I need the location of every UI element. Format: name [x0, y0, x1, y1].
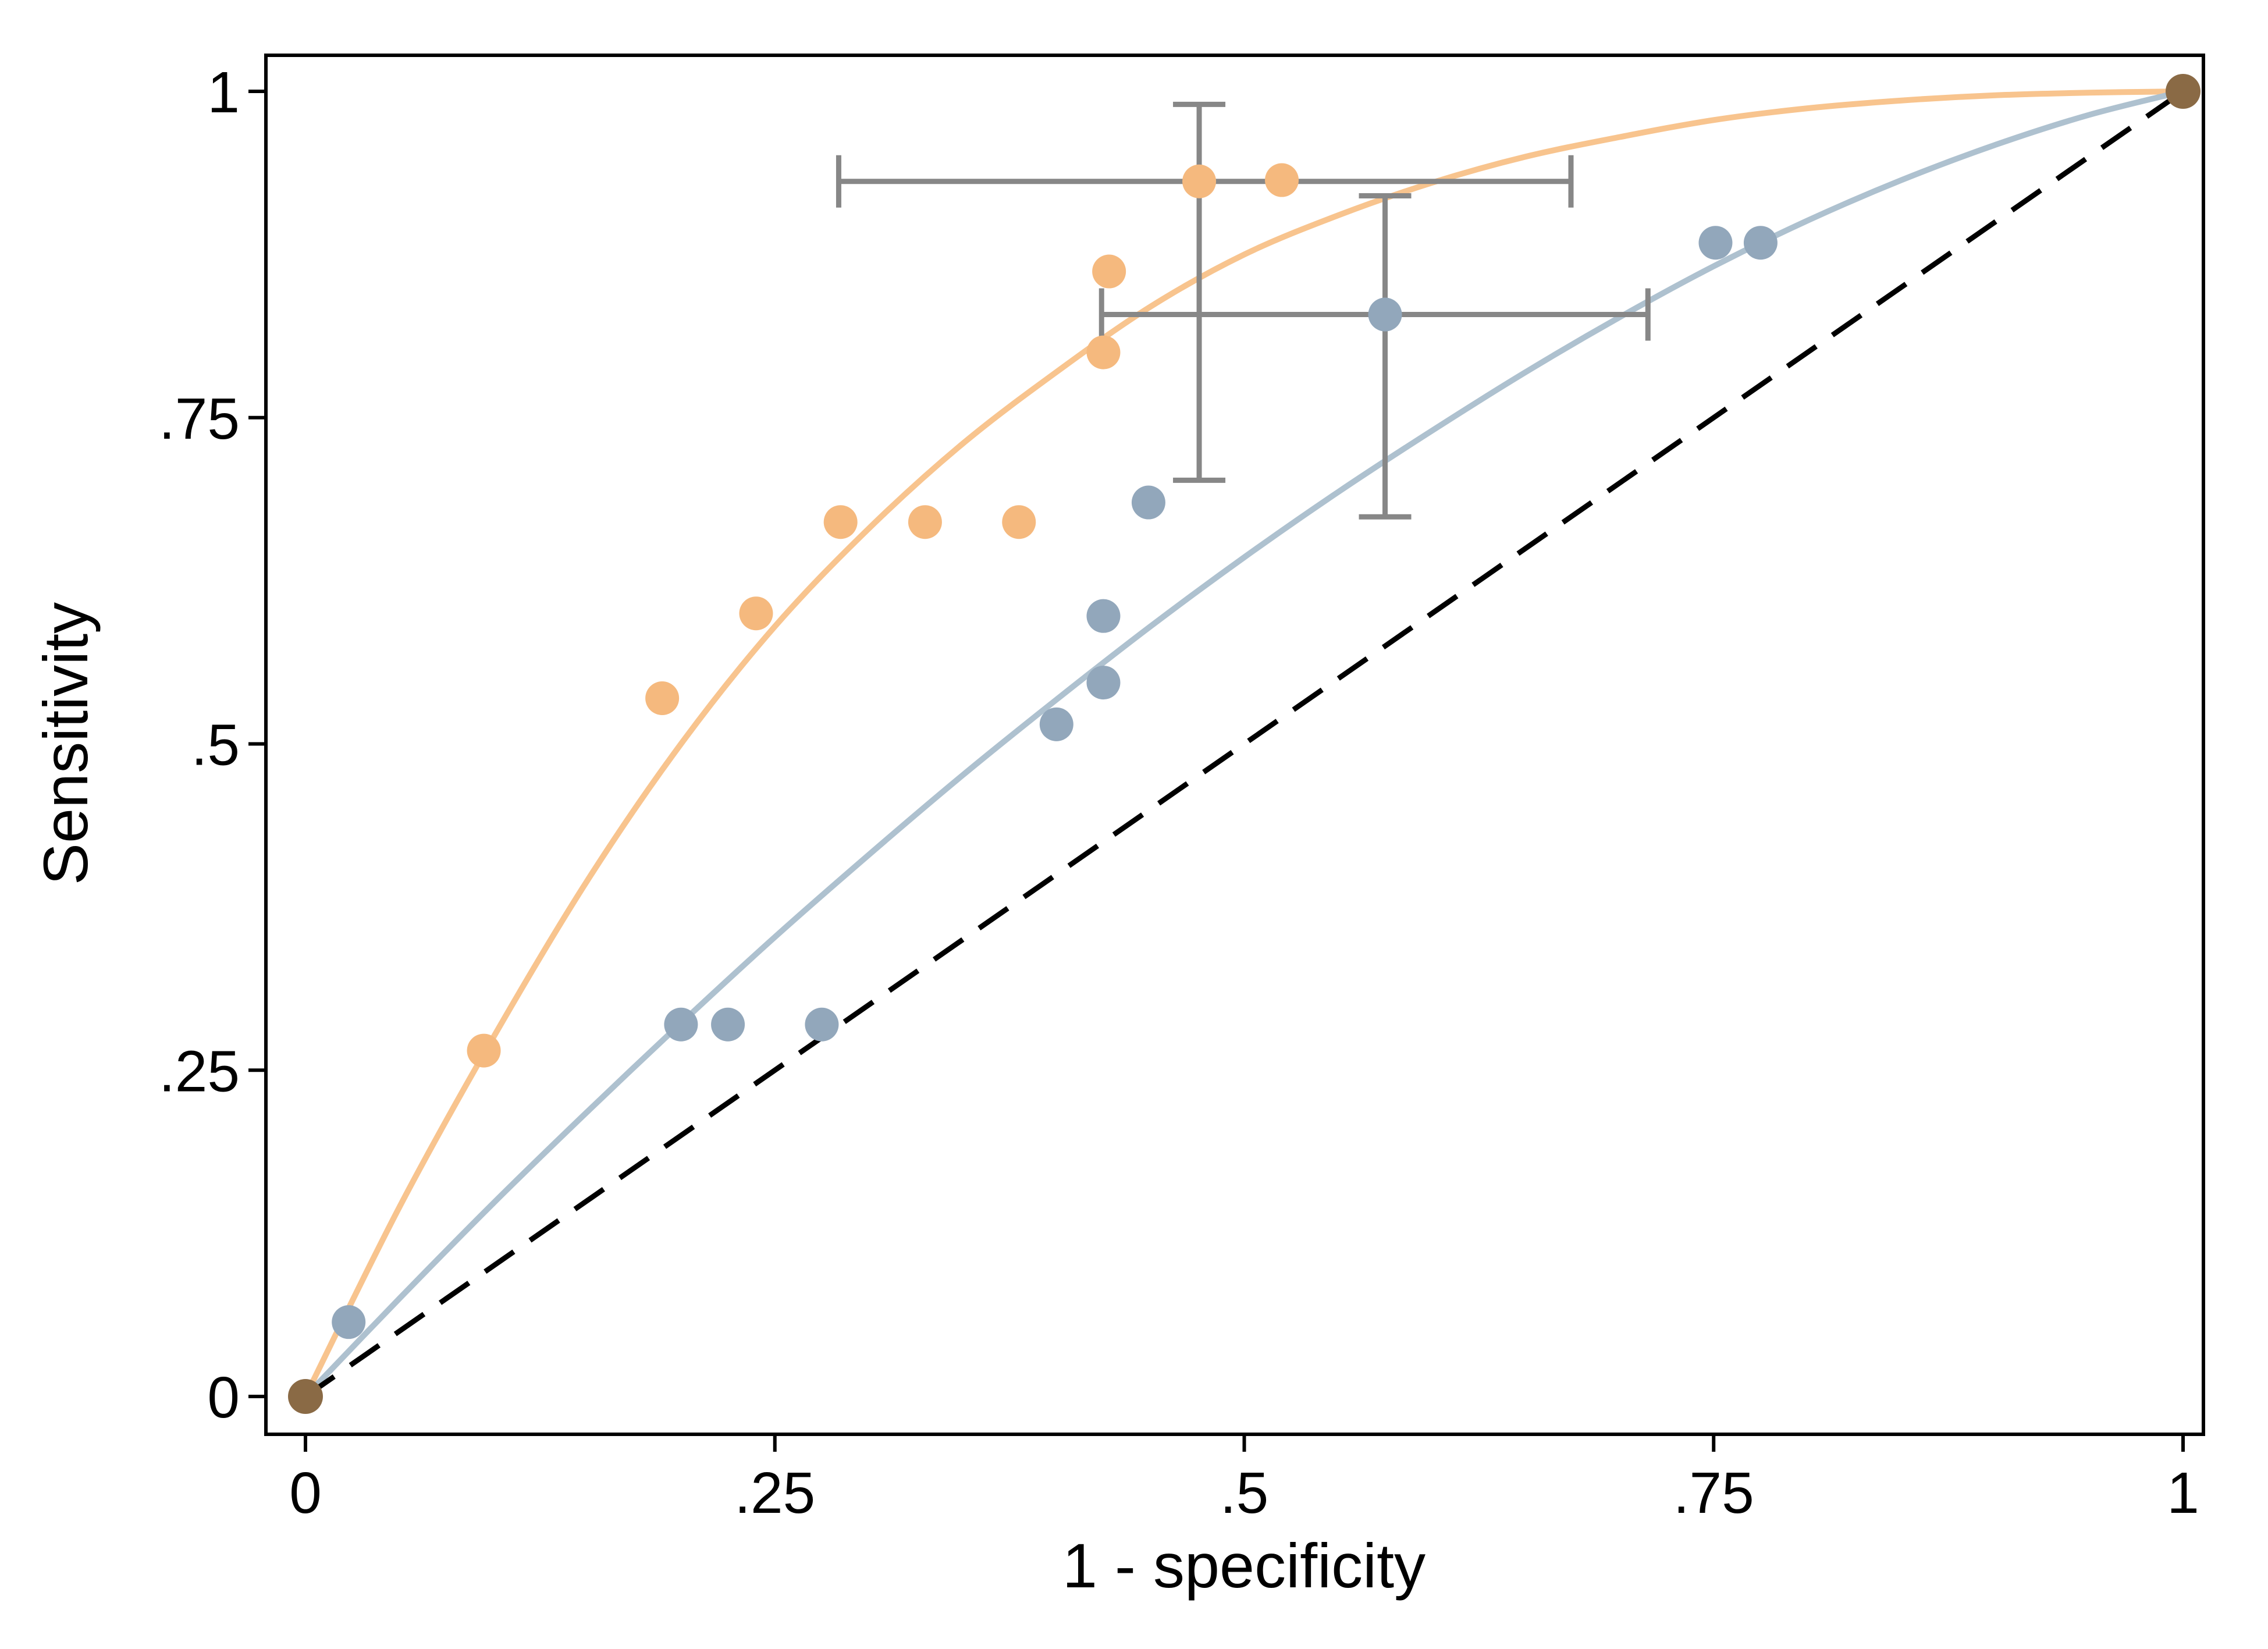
data-point — [1265, 163, 1299, 197]
blue-summary-point — [1368, 297, 1402, 332]
data-point — [1698, 226, 1733, 260]
data-point — [332, 1305, 366, 1339]
blue-study-points — [332, 226, 1778, 1339]
x-tick-label: .25 — [734, 1460, 815, 1526]
data-point — [711, 1007, 745, 1042]
data-point — [908, 505, 942, 539]
plot-layers: 0 .25 .5 .75 1 0 .25 .5 .75 1 — [159, 54, 2205, 1526]
x-axis-title: 1 - specificity — [1062, 1530, 1426, 1601]
y-tick-label: .75 — [159, 386, 240, 452]
x-tick-label: .5 — [1220, 1460, 1268, 1526]
x-tick-label: 0 — [289, 1460, 322, 1526]
data-point — [1743, 226, 1778, 260]
data-point — [1002, 505, 1036, 539]
data-point — [467, 1033, 501, 1068]
data-point — [1039, 707, 1073, 741]
data-point — [645, 681, 680, 715]
reference-diagonal — [304, 89, 2185, 1399]
data-point — [823, 505, 858, 539]
data-point — [1092, 254, 1126, 289]
overlap-point — [2166, 74, 2201, 109]
y-axis-title: Sensitivity — [30, 602, 101, 885]
overlap-point — [288, 1379, 323, 1414]
orange-summary-point-ci — [836, 101, 1574, 483]
data-point — [1086, 666, 1121, 700]
orange-summary-point — [1182, 164, 1217, 198]
data-point — [805, 1007, 839, 1042]
data-point — [664, 1007, 698, 1042]
data-point — [1086, 335, 1121, 369]
y-tick-label: .25 — [159, 1039, 240, 1104]
series-overlap-corner-points — [288, 74, 2201, 1414]
orange-roc-curve — [303, 88, 2186, 1399]
x-tick-label: 1 — [2167, 1460, 2199, 1526]
y-tick-label: .5 — [191, 713, 240, 778]
orange-study-points — [467, 163, 1299, 1068]
data-point — [1086, 599, 1121, 633]
x-tick-label: .75 — [1673, 1460, 1754, 1526]
blue-roc-curve — [303, 88, 2186, 1399]
data-point — [1131, 485, 1165, 520]
data-point — [739, 596, 773, 631]
y-tick-label: 0 — [207, 1365, 240, 1430]
y-tick-label: 1 — [207, 60, 240, 125]
